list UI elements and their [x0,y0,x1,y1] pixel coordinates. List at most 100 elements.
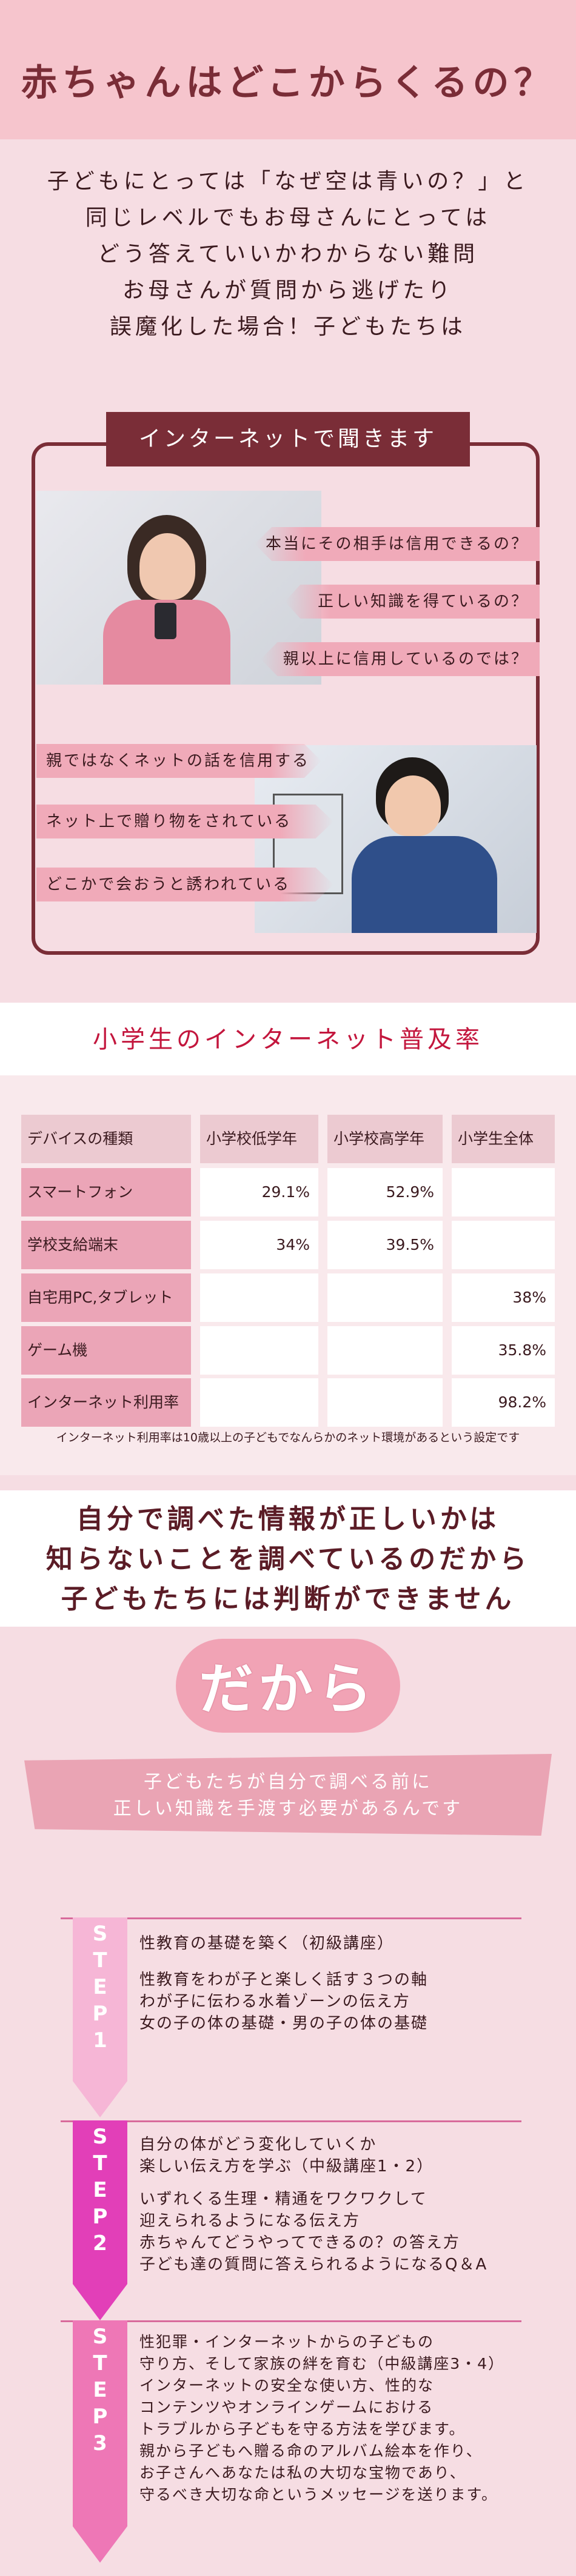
step-3-text: 性犯罪・インターネットからの子どもの 守り方、そして家族の絆を育む（中級講座3・… [139,2331,504,2506]
banner-line: 正しい知識を手渡す必要があるんです [113,1798,463,1819]
table-cell: 39.5% [327,1221,443,1269]
girl-photo [36,491,321,685]
step-line: 子ども達の質問に答えられるようになるQ＆A [139,2256,488,2274]
step-letter: P [92,2405,108,2429]
step-1-label: S T E P 1 [73,1920,127,2054]
step-spacer [139,1954,428,1969]
step-line: 自分の体がどう変化していくか [139,2136,377,2154]
step-divider [61,2120,521,2122]
table-cell: 98.2% [452,1378,555,1427]
step-divider [61,1917,521,1919]
step-letter: 2 [93,2231,107,2256]
question-bubble: 正しい知識を得ているの？ [285,585,540,619]
step-letter: S [92,2125,108,2149]
table-cell: 34% [200,1221,318,1269]
table-header: 小学校低学年 [200,1115,318,1163]
step-line: 性教育の基礎を築く（初級講座） [139,1934,395,1953]
dakara-text: だから [199,1658,377,1721]
table-title-bar [0,1003,576,1075]
step-2-arrow [73,2120,127,2320]
table-cell: 29.1% [200,1168,318,1217]
table-cell [200,1378,318,1427]
step-3-arrow [73,2320,127,2563]
step-letter: T [93,1948,107,1973]
step-letter: E [93,1975,107,1999]
header-wave [0,103,576,139]
banner-background [24,1754,552,1836]
internet-tag: インターネットで聞きます [106,412,470,466]
step-line: わが子に伝わる水着ゾーンの伝え方 [139,1993,410,2011]
banner-line: 子どもたちが自分で調べる前に [144,1771,432,1793]
step-divider [61,2320,521,2322]
step-line: 迎えられるようになる伝え方 [139,2212,361,2230]
step-line: 楽しい伝え方を学ぶ（中級講座1・2） [139,2157,434,2176]
step-line: 女の子の体の基礎・男の子の体の基礎 [139,2014,429,2033]
row-label: 自宅用PC,タブレット [21,1273,191,1322]
step-letter: E [93,2178,107,2202]
table-cell [327,1326,443,1375]
step-letter: P [92,2205,108,2229]
step-letter: T [93,2351,107,2375]
table-cell: 35.8% [452,1326,555,1375]
judge-text: 自分で調べた情報が正しいかは 知らないことを調べているのだから 子どもたちには判… [0,1499,576,1619]
table-header: 小学生全体 [452,1115,555,1163]
table-header: 小学校高学年 [327,1115,443,1163]
step-2-text: 自分の体がどう変化していくか 楽しい伝え方を学ぶ（中級講座1・2） いずれくる生… [139,2134,487,2276]
step-letter: E [93,2378,107,2402]
judge-background [0,1490,576,1627]
table-cell [327,1273,443,1322]
step-line: 赤ちゃんてどうやってできるの？の答え方 [139,2234,460,2252]
table-title: 小学生のインターネット普及率 [93,1026,483,1054]
row-label: インターネット利用率 [21,1378,191,1427]
step-line: 性教育をわが子と楽しく話す３つの軸 [139,1971,429,1989]
table-note: インターネット利用率は10歳以上の子どもでなんらかのネット環境があるという設定で… [56,1431,520,1444]
step-2-label: S T E P 2 [73,2123,127,2257]
statement-bubble: 親ではなくネットの話を信用する [36,744,321,778]
step-spacer [139,2177,487,2188]
step-line: いずれくる生理・精通をワクワクして [139,2190,427,2208]
step-line: コンテンツやオンラインゲームにおける [139,2398,434,2416]
step-letter: S [92,2325,108,2349]
table-cell [452,1221,555,1269]
step-line: インターネットの安全な使い方、性的な [139,2377,435,2394]
intro-line: 誤魔化した場合！子どもたちは [109,314,466,339]
intro-line: どう答えていいかわからない難問 [97,242,479,267]
page-title: 赤ちゃんはどこからくるの？ [21,62,555,104]
table-cell: 52.9% [327,1168,443,1217]
row-label: スマートフォン [21,1168,191,1217]
intro-text: 子どもにとっては「なぜ空は青いの？」と 同じレベルでもお母さんにとっては どう答… [0,164,576,345]
step-line: お子さんへあなたは私の大切な宝物であり、 [139,2464,466,2481]
table-cell [327,1378,443,1427]
intro-line: お母さんが質問から逃げたり [122,278,454,303]
step-1-arrow [73,1917,127,2117]
step-3-label: S T E P 3 [73,2323,127,2457]
boy-photo [255,745,537,933]
intro-line: 子どもにとっては「なぜ空は青いの？」と [47,169,529,194]
judge-line: 知らないことを調べているのだから [45,1544,531,1575]
step-letter: P [92,2002,108,2026]
row-label: ゲーム機 [21,1326,191,1375]
intro-line: 同じレベルでもお母さんにとっては [85,205,491,230]
table-cell [452,1168,555,1217]
table-cell [200,1326,318,1375]
step-letter: S [92,1922,108,1946]
question-bubble: 親以上に信用しているのでは？ [261,642,540,676]
row-label: 学校支給端末 [21,1221,191,1269]
statement-bubble: ネット上で贈り物をされている [36,805,333,838]
step-letter: 3 [93,2431,107,2455]
table-cell [200,1273,318,1322]
table-header: デバイスの種類 [21,1115,191,1163]
usage-table: デバイスの種類 小学校低学年 小学校高学年 小学生全体 スマートフォン 29.1… [0,1075,576,1475]
step-letter: T [93,2151,107,2176]
banner-text: 子どもたちが自分で調べる前に 正しい知識を手渡す必要があるんです [24,1769,552,1822]
step-1-text: 性教育の基礎を築く（初級講座） 性教育をわが子と楽しく話す３つの軸 わが子に伝わ… [139,1933,428,2034]
step-line: 守るべき大切な命というメッセージを送ります。 [139,2486,498,2503]
table-cell: 38% [452,1273,555,1322]
step-line: 守り方、そして家族の絆を育む（中級講座3・4） [139,2355,505,2372]
question-bubble: 本当にその相手は信用できるの？ [255,527,540,561]
judge-line: 子どもたちには判断ができません [61,1584,515,1615]
step-line: 親から子どもへ贈る命のアルバム絵本を作り、 [139,2442,483,2460]
statement-bubble: どこかで会おうと誘われている [36,868,333,901]
step-letter: 1 [93,2028,107,2053]
step-line: トラブルから子どもを守る方法を学びます。 [139,2420,466,2438]
